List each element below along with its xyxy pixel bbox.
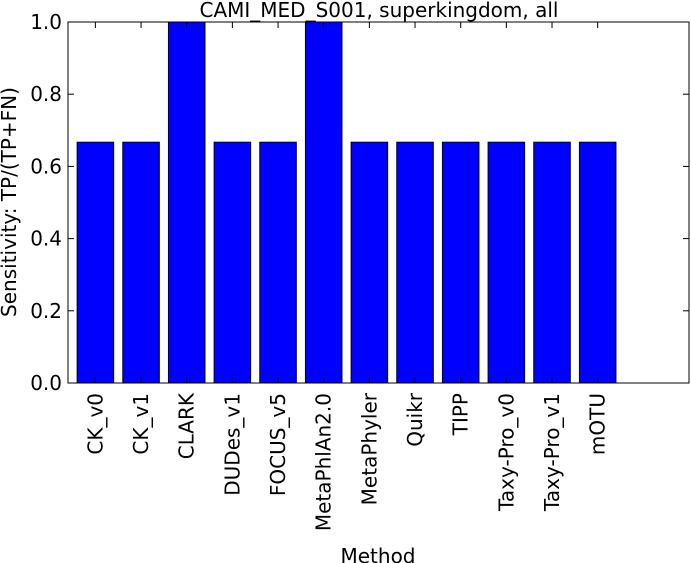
bar-CK_v0 [76, 141, 115, 384]
bar-MetaPhlAn2.0 [304, 21, 343, 384]
x-tick-label: CLARK [175, 392, 199, 459]
bar-DUDes_v1 [213, 141, 252, 384]
bar-Taxy-Pro_v1 [533, 141, 571, 384]
x-tick-label: Taxy-Pro_v1 [540, 393, 564, 512]
x-tick-label: DUDes_v1 [220, 393, 244, 496]
plot-frame [67, 21, 690, 384]
y-tick-label: 0.4 [30, 227, 62, 251]
bars-group [76, 21, 617, 384]
bar-FOCUS_v5 [259, 141, 297, 384]
y-tick-label: 0.8 [30, 82, 62, 106]
bar-CLARK [167, 21, 206, 384]
x-axis-ticks: CK_v0 CK_v1 CLARK DUDes_v1 FOCUS_v5 MetaPhlAn… [83, 22, 610, 531]
y-axis-ticks: 0.0 0.2 0.4 0.6 0.8 1.0 [30, 10, 689, 395]
x-axis-label: Method [340, 544, 415, 563]
x-tick-label: CK_v1 [129, 393, 153, 455]
bar-TIPP [441, 141, 480, 384]
y-tick-label: 0.2 [30, 299, 62, 323]
y-tick-label: 1.0 [30, 10, 62, 34]
bar-Quikr [396, 141, 434, 384]
bar-Taxy-Pro_v0 [487, 141, 526, 384]
bar-mOTU [578, 141, 617, 384]
x-tick-label: MetaPhlAn2.0 [312, 393, 336, 531]
x-tick-label: CK_v0 [83, 393, 107, 455]
chart-title: CAMI_MED_S001, superkingdom, all [199, 0, 558, 22]
x-tick-label: Taxy-Pro_v0 [494, 393, 518, 512]
x-tick-label: mOTU [586, 393, 610, 455]
y-axis-label: Sensitivity: TP/(TP+FN) [0, 87, 21, 317]
x-tick-label: FOCUS_v5 [266, 393, 290, 496]
bar-CK_v1 [122, 141, 160, 384]
x-tick-label: Quikr [403, 392, 427, 447]
y-tick-label: 0.6 [30, 154, 62, 178]
x-tick-label: MetaPhyler [357, 392, 381, 505]
bar-MetaPhyler [350, 141, 389, 384]
y-tick-label: 0.0 [30, 371, 62, 395]
x-tick-label: TIPP [449, 393, 473, 436]
